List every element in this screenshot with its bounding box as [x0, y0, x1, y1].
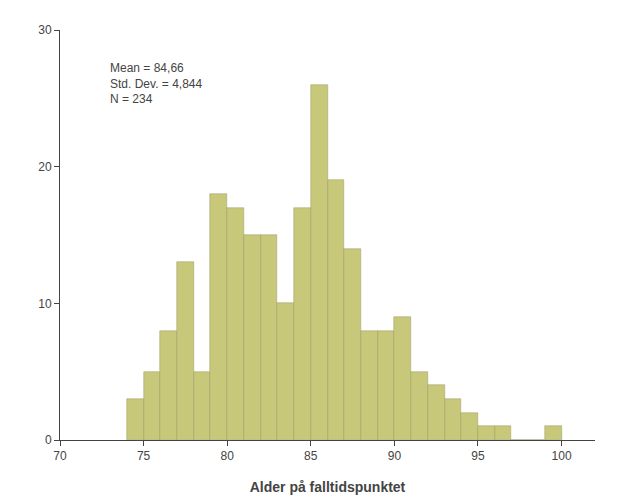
svg-text:0: 0 [45, 433, 52, 447]
svg-text:30: 30 [38, 23, 52, 37]
svg-text:Alder på falltidspunktet: Alder på falltidspunktet [250, 479, 406, 495]
svg-text:10: 10 [38, 297, 52, 311]
svg-text:95: 95 [471, 449, 485, 463]
svg-text:100: 100 [552, 449, 572, 463]
svg-text:80: 80 [221, 449, 235, 463]
svg-text:70: 70 [53, 449, 67, 463]
svg-text:85: 85 [304, 449, 318, 463]
svg-text:75: 75 [137, 449, 151, 463]
svg-text:20: 20 [38, 160, 52, 174]
svg-text:Mean = 84,66Std. Dev. = 4,844N: Mean = 84,66Std. Dev. = 4,844N = 234 [110, 61, 202, 106]
svg-text:90: 90 [388, 449, 402, 463]
